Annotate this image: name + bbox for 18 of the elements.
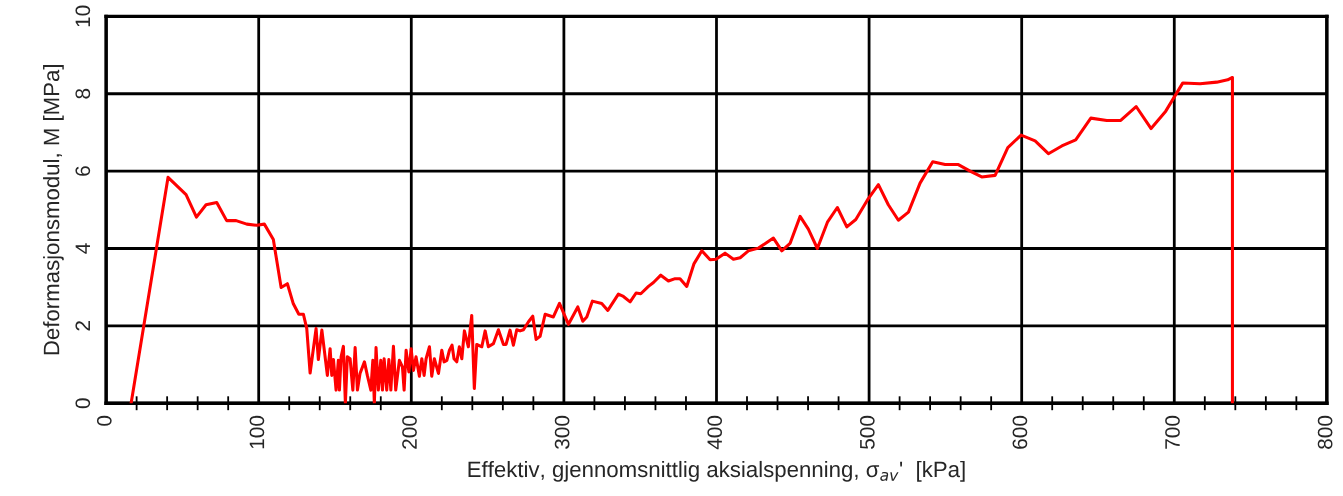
x-tick-label: 700 <box>1165 415 1180 449</box>
y-tick-label: 4 <box>75 243 90 254</box>
x-tick-label: 100 <box>249 415 265 449</box>
x-tick-label: 0 <box>96 415 112 426</box>
y-tick-label: 6 <box>75 166 91 176</box>
line-series <box>129 75 1234 404</box>
x-tick-label: 400 <box>707 415 723 450</box>
y-tick-label: 8 <box>75 88 91 99</box>
y-tick-label: 10 <box>75 5 91 27</box>
x-tick-label: 500 <box>859 415 875 449</box>
x-axis-title: Effektiv, gjennomsnittlig aksialspenning, σ$_{av}$' [kPa] <box>468 460 965 482</box>
y-axis-title: Deformasjonsmodul, M [MPa] <box>43 65 64 355</box>
y-tick-label: 2 <box>75 321 90 331</box>
x-tick-label: 300 <box>554 415 570 450</box>
x-tick-label: 600 <box>1012 415 1028 449</box>
y-tick-label: 0 <box>75 398 91 409</box>
x-tick-label: 800 <box>1317 415 1333 449</box>
x-tick-label: 200 <box>402 415 417 449</box>
